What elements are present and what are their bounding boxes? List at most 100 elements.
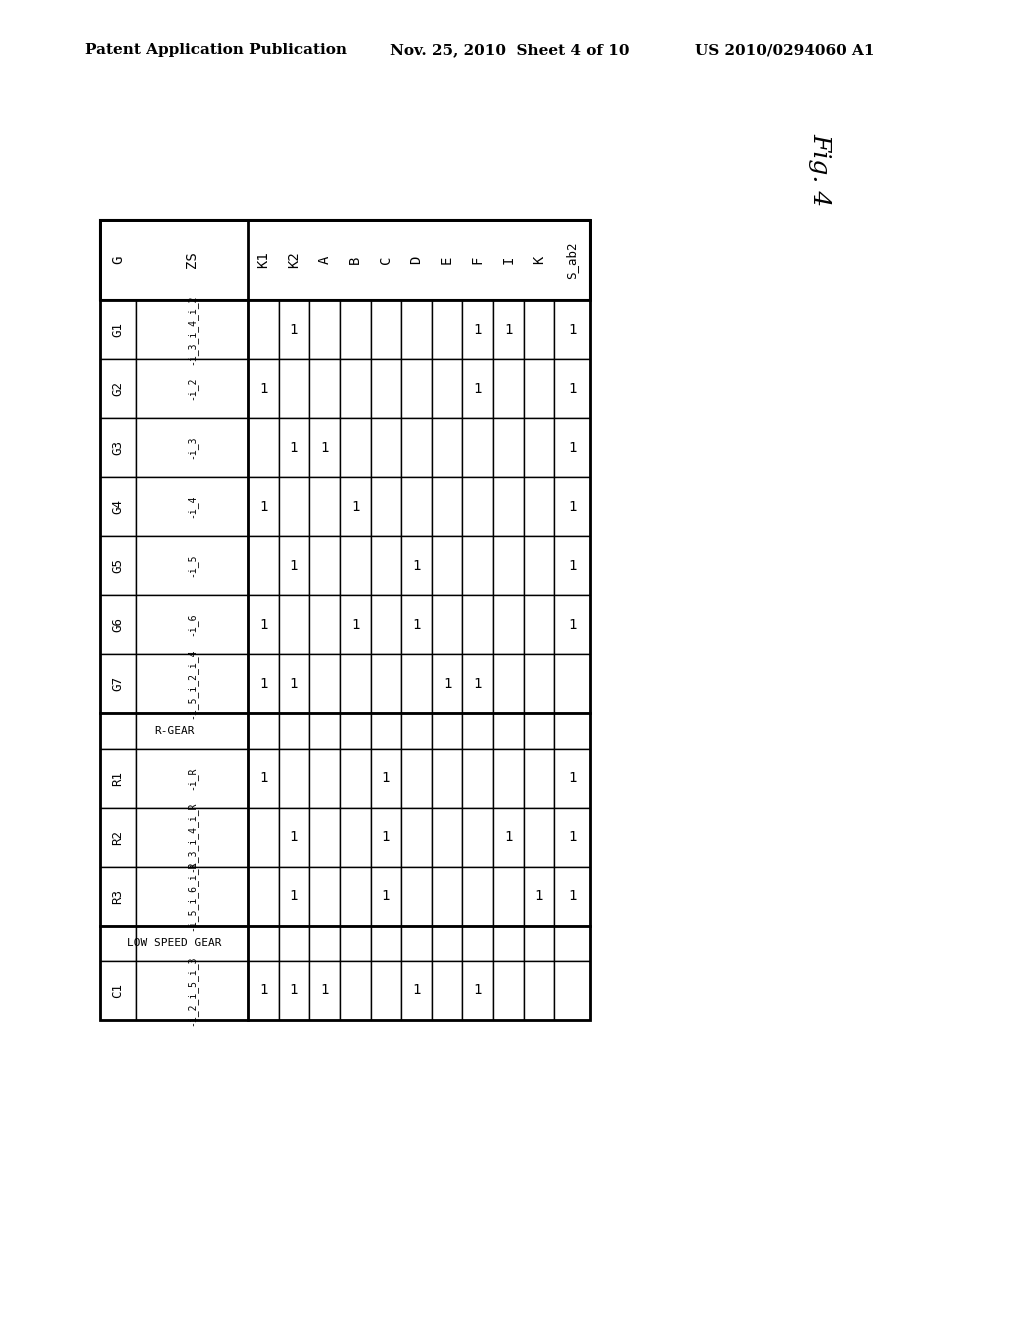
Bar bbox=[554, 655, 590, 713]
Bar bbox=[493, 477, 523, 536]
Text: 1: 1 bbox=[259, 618, 267, 631]
Bar bbox=[136, 595, 248, 655]
Bar bbox=[279, 418, 309, 477]
Bar bbox=[554, 300, 590, 359]
Text: R1: R1 bbox=[112, 771, 124, 785]
Bar bbox=[371, 418, 401, 477]
Bar bbox=[100, 595, 136, 655]
Bar bbox=[523, 595, 554, 655]
Text: 1: 1 bbox=[321, 983, 329, 998]
Text: 1: 1 bbox=[504, 322, 513, 337]
Bar bbox=[371, 359, 401, 418]
Text: F: F bbox=[471, 256, 484, 264]
Bar bbox=[463, 477, 493, 536]
Bar bbox=[493, 925, 523, 961]
Bar bbox=[248, 866, 279, 925]
Bar bbox=[136, 655, 248, 713]
Text: K: K bbox=[531, 256, 546, 264]
Bar bbox=[248, 808, 279, 866]
Text: -i_6: -i_6 bbox=[186, 612, 198, 636]
Bar bbox=[136, 748, 248, 808]
Bar bbox=[279, 748, 309, 808]
Text: G7: G7 bbox=[112, 676, 124, 692]
Bar bbox=[340, 925, 371, 961]
Text: 1: 1 bbox=[473, 983, 482, 998]
Text: 1: 1 bbox=[568, 322, 577, 337]
Bar bbox=[401, 925, 432, 961]
Bar bbox=[463, 359, 493, 418]
Bar bbox=[493, 655, 523, 713]
Bar bbox=[554, 418, 590, 477]
Bar bbox=[136, 808, 248, 866]
Bar bbox=[279, 359, 309, 418]
Text: 1: 1 bbox=[535, 890, 543, 903]
Text: I: I bbox=[502, 256, 515, 264]
Text: 1: 1 bbox=[568, 618, 577, 631]
Text: A: A bbox=[317, 256, 332, 264]
Bar bbox=[493, 536, 523, 595]
Text: LOW SPEED GEAR: LOW SPEED GEAR bbox=[127, 939, 221, 948]
Text: C: C bbox=[379, 256, 393, 264]
Bar bbox=[493, 359, 523, 418]
Bar bbox=[432, 418, 463, 477]
Bar bbox=[340, 655, 371, 713]
Bar bbox=[463, 655, 493, 713]
Bar bbox=[401, 808, 432, 866]
Bar bbox=[523, 866, 554, 925]
Bar bbox=[523, 477, 554, 536]
Bar bbox=[554, 359, 590, 418]
Bar bbox=[340, 808, 371, 866]
Bar bbox=[136, 925, 248, 961]
Bar bbox=[371, 925, 401, 961]
Bar bbox=[248, 418, 279, 477]
Bar bbox=[554, 866, 590, 925]
Text: G5: G5 bbox=[112, 558, 124, 573]
Bar bbox=[371, 713, 401, 748]
Bar bbox=[554, 925, 590, 961]
Bar bbox=[100, 655, 136, 713]
Bar bbox=[463, 595, 493, 655]
Bar bbox=[279, 808, 309, 866]
Text: -i_3_i_4_i_R: -i_3_i_4_i_R bbox=[186, 801, 198, 873]
Bar bbox=[371, 300, 401, 359]
Bar bbox=[401, 418, 432, 477]
Text: 1: 1 bbox=[290, 890, 298, 903]
Bar bbox=[100, 748, 136, 808]
Bar bbox=[371, 655, 401, 713]
Bar bbox=[100, 961, 136, 1020]
Bar bbox=[309, 300, 340, 359]
Bar bbox=[340, 961, 371, 1020]
Bar bbox=[309, 477, 340, 536]
Bar bbox=[136, 961, 248, 1020]
Text: G2: G2 bbox=[112, 381, 124, 396]
Bar bbox=[554, 748, 590, 808]
Bar bbox=[136, 477, 248, 536]
Text: -i_2: -i_2 bbox=[186, 376, 198, 400]
Bar bbox=[493, 748, 523, 808]
Bar bbox=[371, 866, 401, 925]
Text: 1: 1 bbox=[413, 558, 421, 573]
Bar bbox=[136, 418, 248, 477]
Bar bbox=[371, 477, 401, 536]
Text: 1: 1 bbox=[290, 441, 298, 454]
Bar bbox=[463, 300, 493, 359]
Bar bbox=[279, 300, 309, 359]
Bar bbox=[432, 536, 463, 595]
Bar bbox=[100, 300, 136, 359]
Text: 1: 1 bbox=[413, 983, 421, 998]
Bar bbox=[401, 595, 432, 655]
Text: Patent Application Publication: Patent Application Publication bbox=[85, 44, 347, 57]
Bar bbox=[279, 925, 309, 961]
Bar bbox=[523, 418, 554, 477]
Bar bbox=[279, 866, 309, 925]
Bar bbox=[401, 359, 432, 418]
Text: 1: 1 bbox=[290, 983, 298, 998]
Text: -i_5_i_2_i_4: -i_5_i_2_i_4 bbox=[186, 648, 198, 719]
Bar bbox=[523, 713, 554, 748]
Bar bbox=[401, 477, 432, 536]
Text: G6: G6 bbox=[112, 616, 124, 632]
Bar bbox=[340, 866, 371, 925]
Bar bbox=[279, 961, 309, 1020]
Text: R3: R3 bbox=[112, 888, 124, 904]
Bar bbox=[493, 961, 523, 1020]
